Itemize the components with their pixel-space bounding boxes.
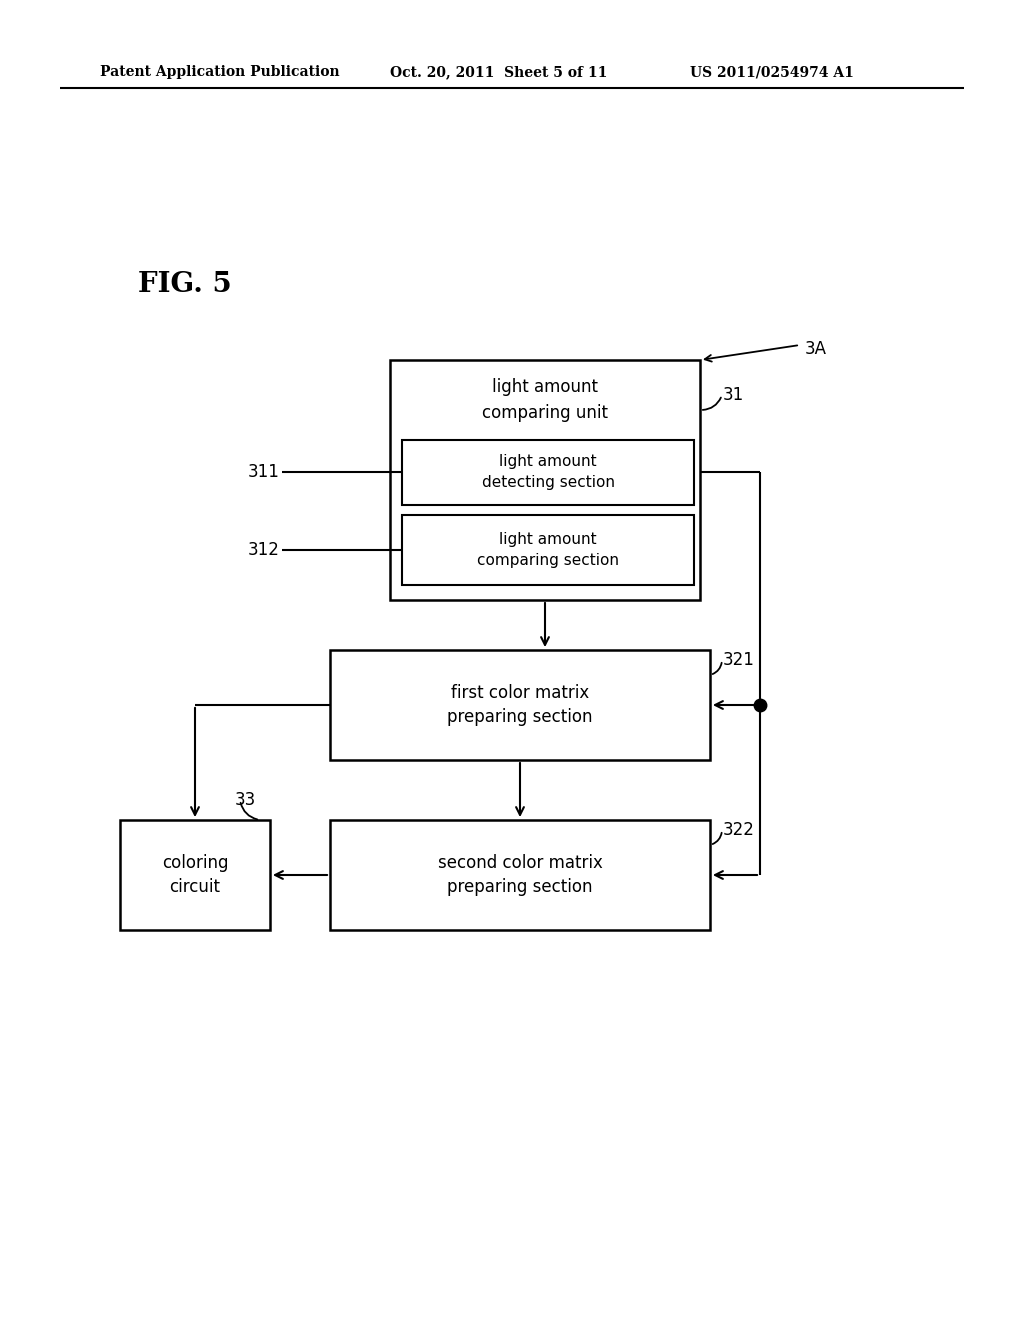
Text: first color matrix
preparing section: first color matrix preparing section xyxy=(447,684,593,726)
Text: light amount
comparing unit: light amount comparing unit xyxy=(482,379,608,421)
Text: light amount
detecting section: light amount detecting section xyxy=(481,454,614,490)
Text: 33: 33 xyxy=(234,791,256,809)
Text: 3A: 3A xyxy=(805,341,827,358)
Text: FIG. 5: FIG. 5 xyxy=(138,272,231,298)
Bar xyxy=(402,440,694,506)
Text: coloring
circuit: coloring circuit xyxy=(162,854,228,896)
Bar xyxy=(402,515,694,585)
Text: light amount
comparing section: light amount comparing section xyxy=(477,532,618,568)
Text: US 2011/0254974 A1: US 2011/0254974 A1 xyxy=(690,65,854,79)
Bar xyxy=(390,360,700,601)
Text: Oct. 20, 2011  Sheet 5 of 11: Oct. 20, 2011 Sheet 5 of 11 xyxy=(390,65,607,79)
Text: 31: 31 xyxy=(723,385,744,404)
Text: 311: 311 xyxy=(248,463,280,480)
Bar xyxy=(330,820,710,931)
Bar xyxy=(330,649,710,760)
Text: second color matrix
preparing section: second color matrix preparing section xyxy=(437,854,602,896)
Text: 321: 321 xyxy=(723,651,755,669)
Text: 322: 322 xyxy=(723,821,755,840)
Text: 312: 312 xyxy=(248,541,280,558)
Text: Patent Application Publication: Patent Application Publication xyxy=(100,65,340,79)
Bar xyxy=(120,820,270,931)
